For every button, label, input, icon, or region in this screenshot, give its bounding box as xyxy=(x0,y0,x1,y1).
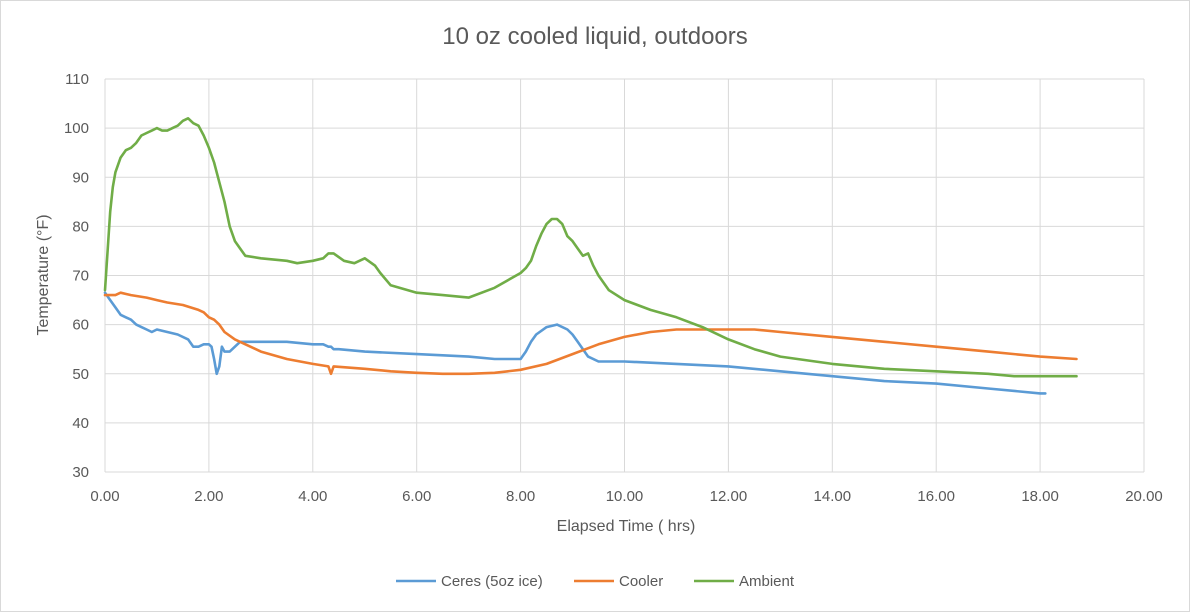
y-axis-ticks: 30 40 50 60 70 80 90 100 110 xyxy=(64,71,89,481)
legend-label-cooler: Cooler xyxy=(619,573,663,590)
y-tick-label: 70 xyxy=(72,268,89,285)
y-tick-label: 110 xyxy=(65,71,89,88)
legend-label-ceres-5oz-ice: Ceres (5oz ice) xyxy=(441,573,543,590)
series-line-cooler xyxy=(103,291,1078,376)
series-lines xyxy=(103,117,1078,395)
y-axis-title: Temperature (°F) xyxy=(35,214,52,335)
series-line-ceres-5oz-ice xyxy=(103,291,1047,395)
legend-label-ambient: Ambient xyxy=(739,573,795,590)
y-tick-label: 40 xyxy=(72,415,89,432)
y-tick-label: 80 xyxy=(72,218,89,235)
y-tick-label: 90 xyxy=(72,169,89,186)
x-tick-label: 8.00 xyxy=(506,488,535,505)
x-tick-label: 6.00 xyxy=(402,488,431,505)
x-tick-label: 4.00 xyxy=(298,488,327,505)
x-tick-label: 16.00 xyxy=(917,488,955,505)
y-tick-label: 30 xyxy=(72,464,89,481)
x-tick-label: 2.00 xyxy=(194,488,223,505)
y-tick-label: 50 xyxy=(72,366,89,383)
series-line-ambient xyxy=(103,117,1078,378)
x-tick-label: 10.00 xyxy=(606,488,644,505)
y-tick-label: 60 xyxy=(72,317,89,334)
chart-title: 10 oz cooled liquid, outdoors xyxy=(442,23,748,50)
y-tick-label: 100 xyxy=(64,120,89,137)
x-tick-label: 0.00 xyxy=(90,488,119,505)
legend: Ceres (5oz ice) Cooler Ambient xyxy=(396,573,795,590)
x-axis-title: Elapsed Time ( hrs) xyxy=(557,518,696,535)
x-tick-label: 18.00 xyxy=(1021,488,1059,505)
x-axis-ticks: 0.00 2.00 4.00 6.00 8.00 10.00 12.00 14.00 16.00… xyxy=(90,488,1162,505)
x-tick-label: 20.00 xyxy=(1125,488,1163,505)
grid-lines xyxy=(104,78,1145,473)
x-tick-label: 12.00 xyxy=(710,488,748,505)
x-tick-label: 14.00 xyxy=(814,488,852,505)
